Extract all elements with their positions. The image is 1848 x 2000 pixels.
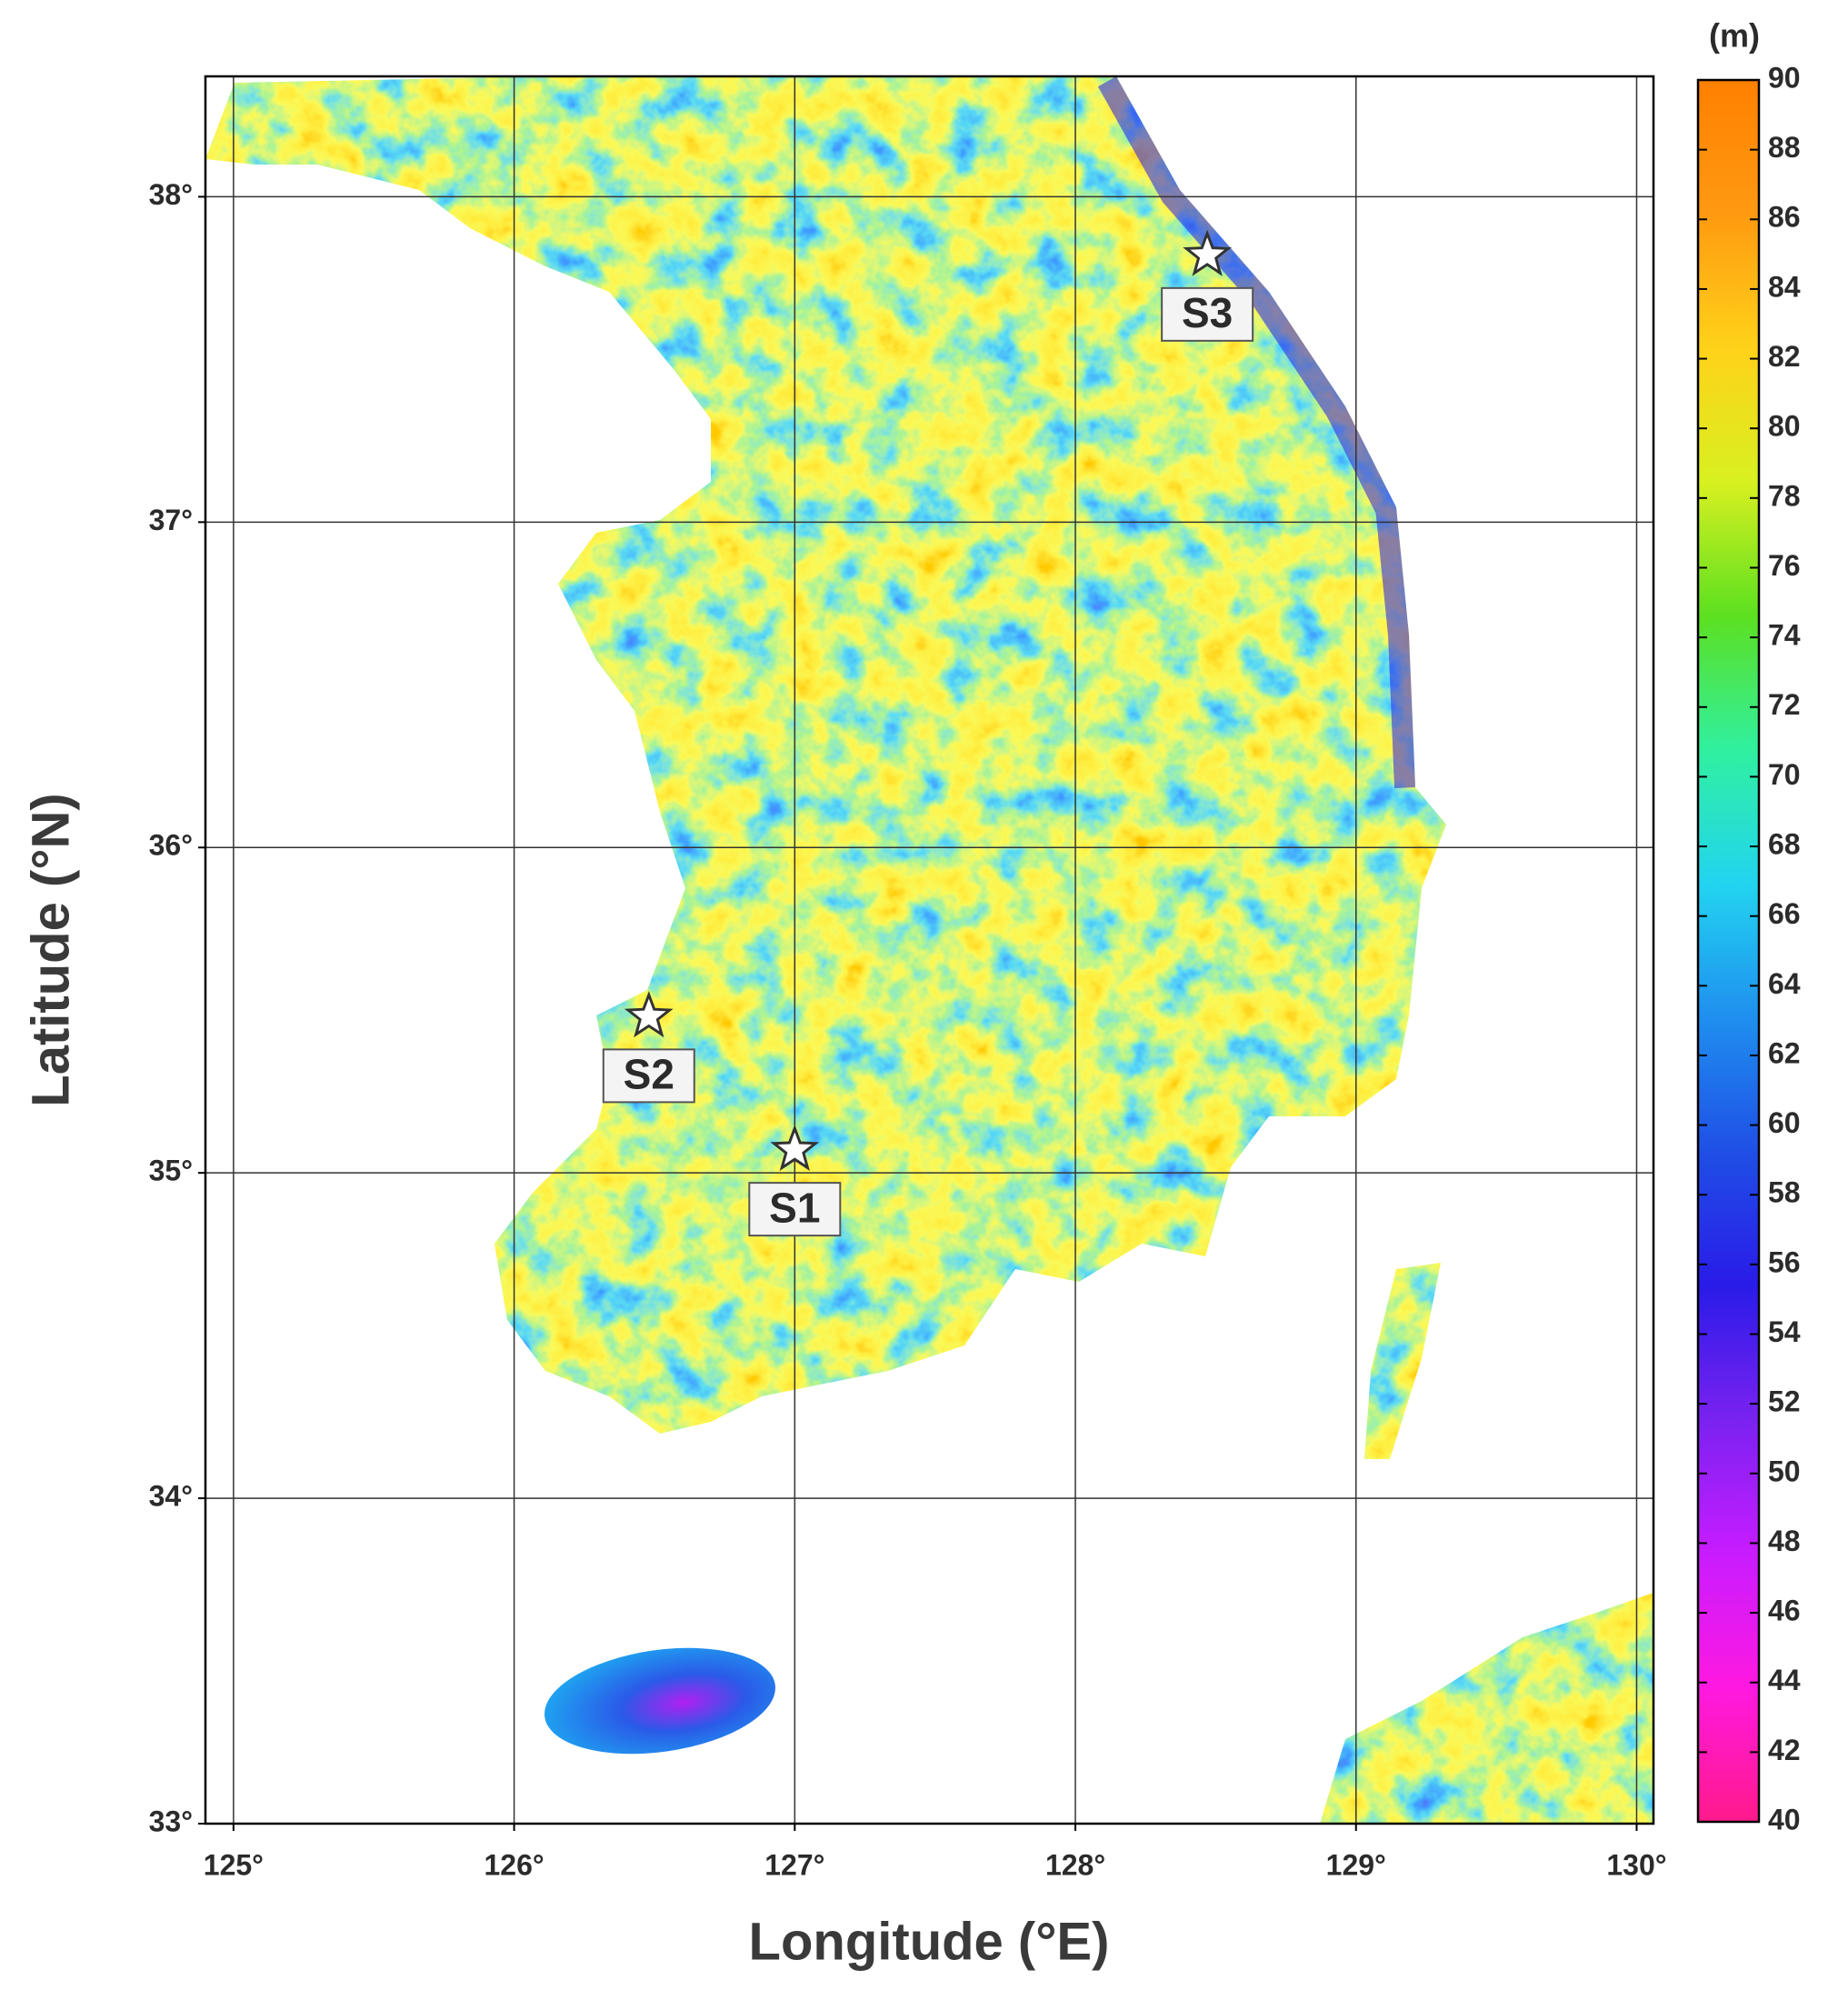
colorbar-tick-label: 86 [1768,201,1801,234]
y-tick-label: 33° [149,1805,193,1837]
colorbar-tick-label: 50 [1768,1455,1801,1487]
station-label: S1 [769,1184,820,1231]
y-tick-label: 34° [149,1480,193,1513]
x-tick-label: 126° [484,1848,544,1881]
station-label: S3 [1182,289,1233,336]
station-marker [770,1124,820,1171]
colorbar-tick-label: 72 [1768,688,1801,721]
x-tick-label: 128° [1045,1848,1105,1881]
y-tick-label: 35° [149,1155,193,1187]
colorbar-tick-label: 56 [1768,1245,1801,1278]
colorbar-tick-label: 88 [1768,131,1801,164]
jeju-island [544,1647,775,1755]
colorbar-tick-label: 82 [1768,340,1801,373]
x-tick-label: 127° [764,1848,824,1881]
station-label: S2 [624,1051,674,1098]
x-tick-label: 129° [1326,1848,1386,1881]
station-label-box [602,1048,695,1104]
x-tick-label: 125° [204,1848,264,1881]
colorbar-tick-label: 60 [1768,1106,1801,1139]
colorbar-tick-label: 42 [1768,1734,1801,1766]
colorbar-tick-label: 70 [1768,758,1801,791]
station-label-box [748,1182,842,1237]
colorbar: (m) 40 42 44 46 48 50 52 54 56 58 60 62 64 66 68 70 72 74… [1696,17,1801,1835]
x-axis-title: Longitude (°E) [749,1912,1110,1971]
colorbar-tick-label: 46 [1768,1595,1801,1627]
tick-labels: 125° 126° 127° 128° 129° 130° 33° 34° 35° 36° 37° 3… [149,178,1667,1882]
terrain-layer [205,76,1653,1824]
x-tick-label: 130° [1606,1848,1666,1881]
plot-frame [204,75,1655,1825]
colorbar-tick-label: 44 [1768,1664,1801,1696]
colorbar-tick-label: 68 [1768,827,1801,860]
colorbar-tick-label: 76 [1768,549,1801,582]
colorbar-tick-label: 54 [1768,1315,1801,1348]
colorbar-tick-label: 78 [1768,479,1801,512]
station-marker [1183,229,1233,276]
y-axis-title: Latitude (°N) [21,793,80,1106]
colorbar-scale [1696,78,1761,1824]
colorbar-tick-label: 80 [1768,410,1801,443]
y-tick-label: 38° [149,178,193,211]
y-tick-label: 36° [149,829,193,862]
grid [205,76,1653,1825]
colorbar-title: (m) [1709,17,1760,55]
colorbar-tick-label: 52 [1768,1385,1801,1418]
stations: S1 S2 S3 [602,229,1254,1237]
colorbar-tick-label: 48 [1768,1525,1801,1557]
colorbar-tick-label: 58 [1768,1176,1801,1209]
station-label-box [1161,286,1254,342]
colorbar-tick-label: 62 [1768,1036,1801,1069]
station-marker [624,991,674,1038]
y-tick-label: 37° [149,504,193,536]
colorbar-tick-label: 84 [1768,270,1801,303]
colorbar-tick-label: 40 [1768,1803,1801,1835]
colorbar-tick-label: 64 [1768,967,1801,1000]
colorbar-tick-label: 74 [1768,619,1801,652]
colorbar-tick-label: 90 [1768,61,1801,94]
east-coast-band [1097,76,1436,788]
colorbar-tick-label: 66 [1768,897,1801,930]
